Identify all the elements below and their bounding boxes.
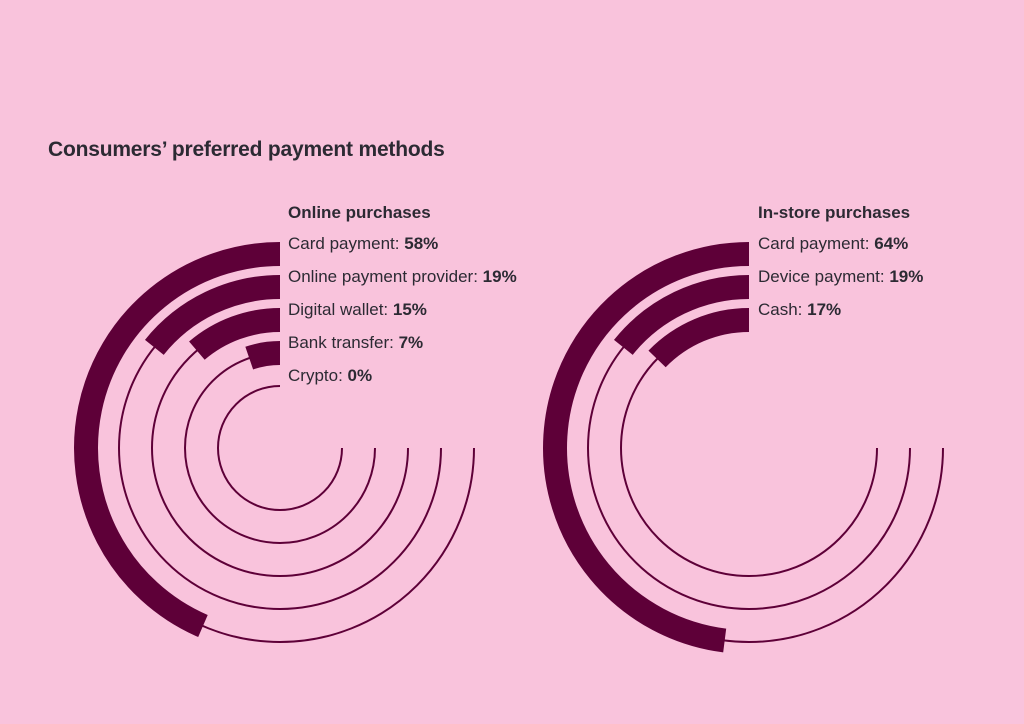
track-bank-transfer: [184, 352, 376, 544]
page-title: Consumers’ preferred payment methods: [48, 138, 445, 161]
track-digital-wallet: [151, 319, 409, 577]
label-card-payment: Card payment: 58%: [288, 234, 438, 253]
label-crypto: Crypto: 0%: [288, 366, 372, 385]
label-online-payment-provider: Online payment provider: 19%: [288, 267, 517, 286]
bar-digital-wallet: [189, 308, 281, 361]
bar-cash: [648, 308, 750, 368]
label-bank-transfer: Bank transfer: 7%: [288, 333, 423, 352]
chart-title: In-store purchases: [758, 203, 910, 222]
bar-online-payment-provider: [144, 275, 281, 356]
label-device-payment: Device payment: 19%: [758, 267, 923, 286]
bar-card-payment: [543, 242, 750, 653]
label-card-payment: Card payment: 64%: [758, 234, 908, 253]
label-cash: Cash: 17%: [758, 300, 841, 319]
bar-card-payment: [74, 242, 281, 638]
label-digital-wallet: Digital wallet: 15%: [288, 300, 427, 319]
online-purchases-chart: Online purchases Card payment: 58% Online …: [74, 203, 517, 643]
track-crypto: [217, 385, 343, 511]
chart-title: Online purchases: [288, 203, 431, 222]
bar-device-payment: [613, 275, 750, 356]
bar-bank-transfer: [245, 341, 281, 370]
in-store-purchases-chart: In-store purchases Card payment: 64% Devic…: [543, 203, 944, 653]
